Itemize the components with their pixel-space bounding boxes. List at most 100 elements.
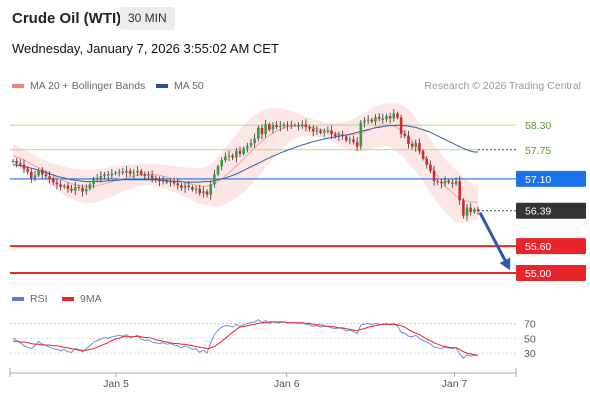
candle-body	[333, 134, 337, 136]
candle-body	[275, 125, 278, 127]
candle-body	[363, 120, 366, 123]
candle-body	[73, 186, 77, 191]
level-tag-2	[516, 170, 586, 187]
candle-body	[279, 126, 282, 128]
candle-body	[330, 130, 333, 135]
candle-body	[462, 200, 465, 216]
candle-body	[136, 170, 139, 173]
candle-body	[84, 188, 88, 192]
candle-body	[26, 168, 29, 172]
x-tick-label-0: Jan 5	[103, 378, 129, 390]
projection-arrow-shaft	[478, 212, 509, 265]
candle-body	[304, 124, 308, 127]
candle-body	[169, 181, 172, 183]
candle-body	[473, 209, 476, 213]
candle-body	[352, 139, 355, 143]
candle-body	[421, 151, 425, 159]
rsi-tick-70: 70	[524, 318, 536, 330]
candle-body	[308, 126, 311, 129]
time-axis: Jan 5 Jan 6 Jan 7	[9, 368, 517, 390]
candle-body	[410, 143, 414, 147]
candle-body	[458, 181, 461, 201]
candle-body	[51, 178, 55, 183]
candles-layer	[11, 108, 480, 221]
candle-body	[436, 181, 440, 183]
candle-body	[88, 184, 92, 189]
candle-body	[66, 185, 70, 189]
legend-label-ma20: MA 20 + Bollinger Bands	[30, 80, 146, 92]
candle-body	[106, 174, 110, 176]
candle-body	[150, 175, 154, 179]
candle-body	[224, 156, 227, 161]
candle-body	[227, 155, 231, 157]
candle-body	[469, 207, 472, 213]
rsi-swatch-icon	[12, 297, 24, 302]
timestamp: Wednesday, January 7, 2026 3:55:02 AM CE…	[12, 41, 279, 56]
candle-body	[359, 122, 363, 147]
candle-body	[268, 124, 271, 130]
candle-body	[44, 174, 48, 177]
projection-arrow-head-icon	[499, 257, 511, 271]
candle-body	[425, 158, 429, 165]
ma20-swatch-icon	[12, 84, 24, 89]
candle-body	[242, 148, 245, 154]
candle-body	[418, 143, 421, 152]
rsi-legend-item-rsi: RSI	[12, 293, 48, 305]
level-tag-3	[516, 202, 586, 219]
bollinger-band	[13, 103, 478, 223]
candle-body	[194, 188, 198, 190]
level-label-1: 57.75	[525, 145, 551, 157]
candle-body	[271, 125, 275, 130]
candle-body	[30, 171, 33, 179]
legend-item-ma20: MA 20 + Bollinger Bands	[12, 80, 145, 92]
bollinger-band-layer	[13, 103, 478, 223]
candle-body	[396, 113, 399, 118]
level-label-3: 56.39	[525, 206, 551, 218]
candle-body	[319, 130, 322, 133]
candle-body	[158, 179, 161, 182]
candle-body	[407, 135, 410, 144]
candle-body	[381, 118, 385, 120]
candle-body	[161, 180, 165, 182]
level-tag-4	[516, 238, 586, 255]
ma50-swatch-icon	[156, 84, 168, 89]
candle-body	[139, 170, 143, 175]
candle-body	[326, 130, 330, 132]
candle-body	[337, 134, 341, 136]
candle-body	[253, 138, 256, 144]
candle-body	[213, 174, 216, 185]
ma9-legend-label: 9MA	[80, 293, 102, 305]
candle-body	[377, 117, 381, 119]
price-levels-layer	[10, 124, 516, 275]
rsi-ma9-line	[13, 321, 479, 356]
x-tick-label-2: Jan 7	[442, 378, 468, 390]
timeframe-badge[interactable]: 30 MIN	[120, 7, 175, 30]
candle-body	[103, 174, 106, 177]
candle-body	[300, 124, 304, 127]
candle-body	[344, 136, 348, 141]
candle-body	[99, 176, 103, 179]
legend-label-ma50: MA 50	[174, 80, 204, 92]
instrument-title: Crude Oil (WTI)	[12, 10, 122, 27]
candle-body	[202, 191, 205, 194]
candle-body	[366, 119, 370, 121]
candle-body	[62, 185, 66, 187]
candle-body	[92, 179, 95, 185]
candle-body	[22, 164, 26, 169]
level-label-5: 55.00	[525, 268, 551, 280]
candle-body	[132, 172, 136, 174]
candle-body	[249, 143, 253, 146]
candle-body	[454, 181, 458, 184]
candle-body	[447, 180, 450, 183]
candle-body	[341, 134, 344, 137]
candle-body	[70, 188, 73, 191]
candle-body	[59, 184, 62, 187]
x-tick-label-1: Jan 6	[274, 378, 300, 390]
candle-body	[172, 181, 176, 184]
level-label-0: 58.30	[525, 120, 551, 132]
candle-body	[55, 182, 59, 185]
candle-body	[465, 207, 469, 216]
candle-body	[110, 173, 114, 176]
candle-body	[392, 113, 396, 119]
